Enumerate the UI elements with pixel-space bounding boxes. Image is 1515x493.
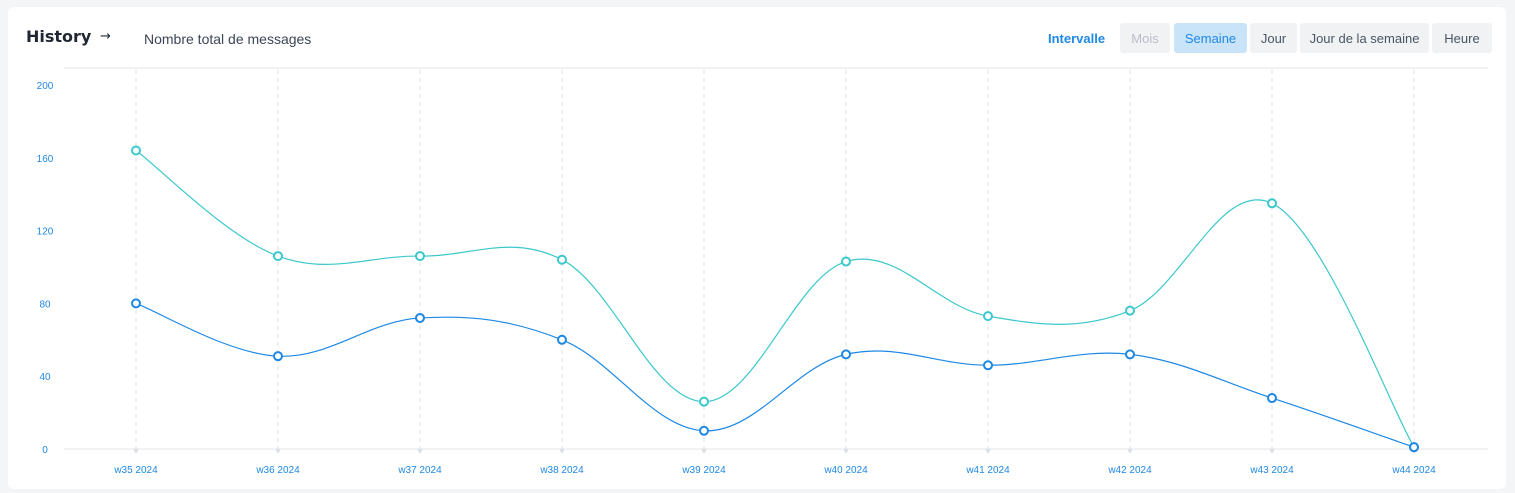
series-line-2 [135, 302, 1415, 448]
x-tick-marker [1127, 449, 1133, 454]
series-point-2 [131, 298, 141, 309]
y-tick-label: 120 [37, 227, 54, 238]
y-tick-label: 80 [39, 299, 51, 310]
card-title: History [26, 27, 92, 46]
x-tick-label: w43 2024 [1249, 465, 1294, 476]
interval-option-jour[interactable]: Jour [1250, 23, 1297, 53]
x-tick-marker [701, 449, 707, 454]
x-tick-label: w38 2024 [539, 465, 584, 476]
series-line-1 [135, 150, 1415, 448]
x-tick-marker [133, 449, 139, 454]
series-point-2 [273, 351, 283, 362]
y-tick-label: 160 [37, 154, 54, 165]
y-tick-label: 40 [39, 372, 51, 383]
series-point-1 [557, 254, 567, 265]
x-tick-marker [985, 449, 991, 454]
x-tick-label: w44 2024 [1391, 465, 1436, 476]
y-tick-label: 200 [37, 81, 54, 92]
interval-label: Intervalle [1048, 31, 1106, 46]
x-tick-label: w42 2024 [1107, 465, 1152, 476]
series-point-2 [1409, 442, 1419, 453]
x-tick-label: w35 2024 [113, 465, 158, 476]
series-point-2 [699, 425, 709, 436]
metric-subtitle: Nombre total de messages [144, 31, 312, 47]
x-tick-marker [1269, 449, 1275, 454]
x-tick-label: w41 2024 [965, 465, 1010, 476]
y-tick-label: 0 [42, 445, 48, 456]
series-point-2 [557, 334, 567, 345]
interval-option-jour-semaine[interactable]: Jour de la semaine [1300, 23, 1429, 53]
series-point-1 [131, 145, 141, 156]
series-point-2 [1125, 349, 1135, 360]
x-tick-marker [417, 449, 423, 454]
series-point-1 [841, 256, 851, 267]
x-tick-label: w39 2024 [681, 465, 726, 476]
x-tick-label: w40 2024 [823, 465, 868, 476]
x-tick-marker [275, 449, 281, 454]
x-tick-marker [843, 449, 849, 454]
interval-option-heure[interactable]: Heure [1432, 23, 1492, 53]
history-card: History → Nombre total de messages Inter… [8, 7, 1506, 489]
series-point-1 [983, 311, 993, 322]
series-point-2 [1267, 393, 1277, 404]
interval-option-semaine[interactable]: Semaine [1174, 23, 1247, 53]
series-point-1 [415, 251, 425, 262]
series-point-1 [1125, 305, 1135, 316]
series-point-1 [1267, 198, 1277, 209]
x-tick-marker [559, 449, 565, 454]
series-point-2 [415, 312, 425, 323]
x-tick-label: w36 2024 [255, 465, 300, 476]
interval-option-mois[interactable]: Mois [1120, 23, 1170, 53]
series-point-1 [273, 251, 283, 262]
series-point-2 [983, 360, 993, 371]
series-point-2 [841, 349, 851, 360]
series-point-1 [699, 396, 709, 407]
arrow-right-icon[interactable]: → [100, 29, 111, 44]
x-tick-label: w37 2024 [397, 465, 442, 476]
